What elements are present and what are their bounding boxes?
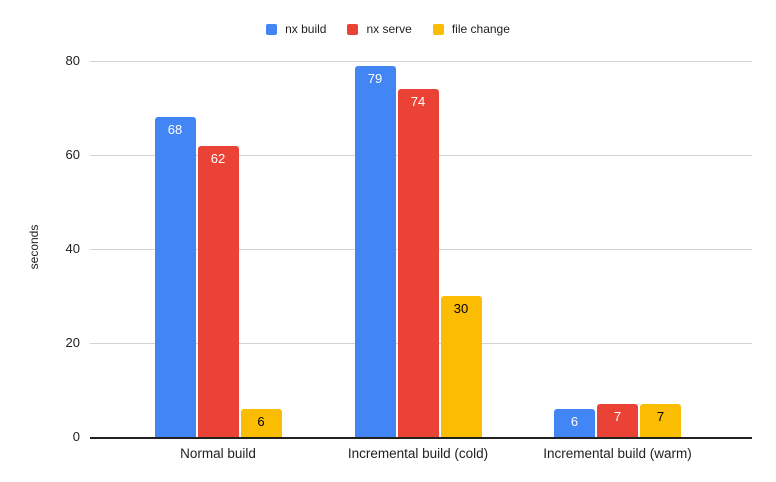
bar-file-change: 7 <box>640 404 681 437</box>
legend-label: nx build <box>285 22 327 36</box>
category-label: Incremental build (warm) <box>543 446 692 461</box>
plot-area: 0 20 40 60 80 68 62 6 Normal build 79 74 30 Incremen… <box>66 53 752 461</box>
bar-value-label: 68 <box>167 122 183 138</box>
bar-nx-build: 68 <box>154 117 196 437</box>
chart-legend: nx build nx serve file change <box>0 22 776 36</box>
legend-item-file-change: file change <box>432 22 510 36</box>
legend-label: file change <box>451 22 510 36</box>
bar-nx-serve: 74 <box>397 89 439 437</box>
legend-item-nx-build: nx build <box>266 22 326 36</box>
bar-nx-build: 79 <box>354 65 396 437</box>
bar-value-label: 7 <box>613 409 622 425</box>
y-tick-label: 80 <box>65 53 80 68</box>
y-tick-label: 20 <box>65 335 80 350</box>
y-tick-label: 0 <box>72 429 80 444</box>
bar-nx-serve: 7 <box>597 404 638 437</box>
bar-value-label: 6 <box>570 413 579 429</box>
bar-nx-build: 6 <box>554 408 595 437</box>
bar-value-label: 79 <box>367 70 383 86</box>
bar-value-label: 62 <box>210 150 226 166</box>
category-label: Incremental build (cold) <box>347 446 489 461</box>
y-tick-label: 40 <box>65 241 80 256</box>
legend-swatch <box>266 23 278 35</box>
legend-label: nx serve <box>366 22 412 36</box>
gridline <box>90 60 752 62</box>
bar-file-change: 6 <box>240 408 282 437</box>
bar-value-label: 6 <box>257 413 265 429</box>
bar-file-change: 30 <box>440 296 482 437</box>
bar-value-label: 74 <box>410 94 426 110</box>
bar-nx-serve: 62 <box>197 145 239 437</box>
category-label: Normal build <box>180 446 256 461</box>
legend-item-nx-serve: nx serve <box>347 22 412 36</box>
bar-value-label: 7 <box>656 409 665 425</box>
legend-swatch <box>347 23 359 35</box>
bar-value-label: 30 <box>453 301 469 316</box>
legend-swatch <box>432 23 444 35</box>
y-tick-label: 60 <box>65 147 80 162</box>
